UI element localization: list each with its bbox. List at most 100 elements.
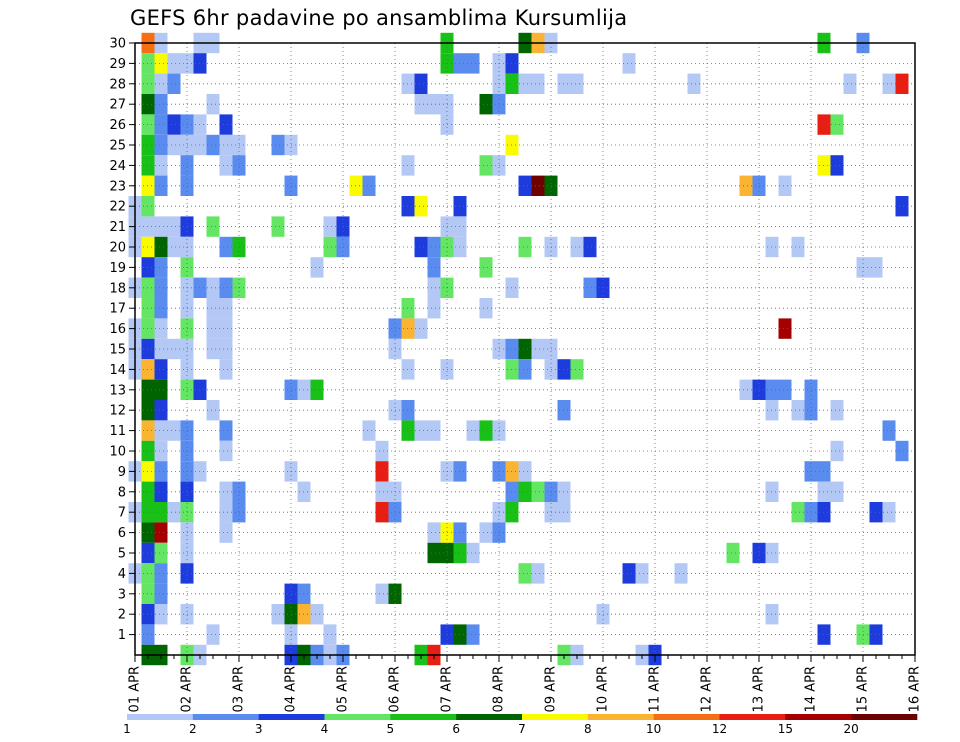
axis-layer: 1234567891011121314151617181920212223242… (109, 37, 922, 713)
heatmap-cell (167, 216, 181, 237)
heatmap-cell (154, 73, 168, 94)
colorbar-label: 15 (778, 722, 793, 736)
colorbar-swatch (851, 714, 918, 720)
y-tick-label: 16 (109, 322, 126, 337)
heatmap-cell (375, 481, 389, 502)
heatmap-cell (518, 236, 532, 258)
heatmap-cell (219, 481, 233, 502)
heatmap-cell (219, 318, 233, 339)
heatmap-cell (154, 338, 168, 360)
heatmap-cell (791, 502, 805, 523)
heatmap-cell (843, 73, 857, 94)
x-tick-label: 03 APR (232, 666, 247, 712)
heatmap-cell (531, 563, 545, 584)
heatmap-cell (154, 400, 168, 421)
y-tick-label: 17 (109, 302, 126, 317)
heatmap-cell (414, 73, 428, 94)
heatmap-cell (479, 298, 493, 319)
heatmap-cell (570, 73, 584, 94)
heatmap-cell (518, 563, 532, 584)
colorbar-swatch (719, 714, 786, 720)
colorbar-label: 7 (518, 722, 526, 736)
x-tick-label: 13 APR (752, 666, 767, 712)
x-tick-label: 16 APR (908, 666, 923, 712)
heatmap-cell (518, 359, 532, 380)
heatmap-cell (466, 420, 480, 441)
heatmap-cell (154, 379, 168, 400)
y-tick-label: 28 (109, 77, 126, 92)
heatmap-cell (167, 73, 181, 94)
heatmap-cell (154, 522, 168, 543)
heatmap-cell (310, 379, 324, 400)
colorbar-swatch (653, 714, 720, 720)
colorbar-label: 10 (646, 722, 661, 736)
colorbar-swatch (522, 714, 589, 720)
heatmap-cell (479, 94, 493, 115)
heatmap-cell (622, 563, 636, 584)
heatmap-cell (778, 379, 792, 400)
y-tick-label: 24 (109, 159, 126, 174)
heatmap-cell (739, 175, 753, 196)
heatmap-cell (583, 277, 597, 298)
heatmap-cell (219, 236, 233, 258)
heatmap-cell (154, 155, 168, 176)
heatmap-cell (570, 359, 584, 380)
heatmap-cell (375, 583, 389, 604)
heatmap-cell (206, 318, 220, 339)
heatmap-cell (206, 216, 220, 237)
heatmap-cell (414, 236, 428, 258)
colorbar-swatch (390, 714, 457, 720)
heatmap-cell (518, 338, 532, 360)
heatmap-cell (219, 298, 233, 319)
heatmap-cell (154, 359, 168, 380)
heatmap-cell (206, 277, 220, 298)
x-tick-label: 06 APR (388, 666, 403, 712)
y-tick-label: 18 (109, 281, 126, 296)
heatmap-cell (479, 257, 493, 278)
heatmap-cell (154, 94, 168, 115)
colorbar-label: 20 (844, 722, 859, 736)
y-tick-label: 2 (118, 608, 126, 623)
colorbar-swatch (456, 714, 523, 720)
heatmap-cell (154, 298, 168, 319)
x-tick-label: 15 APR (856, 666, 871, 712)
heatmap-cell (219, 522, 233, 543)
y-tick-label: 1 (118, 628, 126, 643)
y-tick-label: 3 (118, 587, 126, 602)
heatmap-cell (362, 420, 376, 441)
colorbar-swatch (587, 714, 654, 720)
heatmap-cell (206, 134, 220, 156)
heatmap-cell (167, 338, 181, 360)
heatmap-cell (219, 338, 233, 360)
x-tick-label: 02 APR (180, 666, 195, 712)
x-tick-label: 01 APR (128, 666, 143, 712)
heatmap-cell (427, 522, 441, 543)
colorbar-swatch (785, 714, 852, 720)
heatmap-cell (219, 277, 233, 298)
heatmap-cell (778, 318, 792, 339)
heatmap-cell (830, 114, 844, 135)
heatmap-cell (570, 236, 584, 258)
y-tick-label: 19 (109, 261, 126, 276)
y-tick-label: 15 (109, 343, 126, 358)
heatmap-cell (518, 461, 532, 482)
y-tick-label: 23 (109, 179, 126, 194)
y-tick-label: 26 (109, 118, 126, 133)
x-tick-label: 10 APR (596, 666, 611, 712)
heatmap-cell (427, 257, 441, 278)
heatmap-cell (167, 134, 181, 156)
y-tick-label: 30 (109, 37, 126, 52)
heatmap-cell (427, 236, 441, 258)
x-tick-label: 07 APR (440, 666, 455, 712)
heatmap-cell (154, 53, 168, 74)
heatmap-cell (414, 318, 428, 339)
heatmap-cell (895, 440, 909, 462)
heatmap-cell (167, 502, 181, 523)
y-tick-label: 21 (109, 220, 126, 235)
heatmap-cell (271, 604, 285, 625)
heatmap-cell (362, 175, 376, 196)
heatmap-cell (427, 542, 441, 564)
heatmap-cell (219, 420, 233, 441)
heatmap-cell (479, 420, 493, 441)
